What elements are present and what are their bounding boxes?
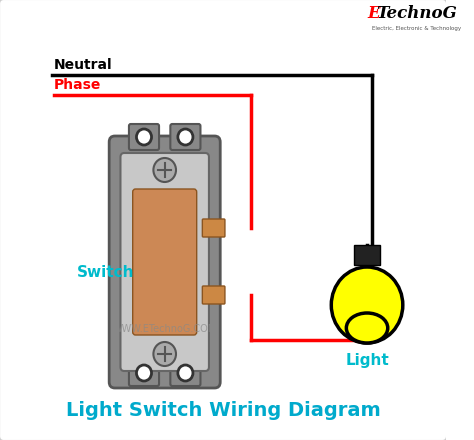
FancyBboxPatch shape [120,153,209,371]
Circle shape [154,158,176,182]
FancyBboxPatch shape [202,219,225,237]
Circle shape [137,129,152,145]
Text: Electric, Electronic & Technology: Electric, Electronic & Technology [372,26,461,31]
Text: Switch: Switch [77,265,135,280]
FancyBboxPatch shape [129,124,159,150]
FancyBboxPatch shape [0,0,447,440]
Circle shape [178,365,193,381]
FancyBboxPatch shape [202,286,225,304]
Bar [354,245,380,265]
Ellipse shape [346,313,388,343]
Text: Neutral: Neutral [54,58,112,72]
FancyBboxPatch shape [170,124,201,150]
Text: Phase: Phase [54,78,101,92]
Circle shape [154,342,176,366]
FancyBboxPatch shape [109,136,220,388]
Text: E: E [367,5,380,22]
FancyBboxPatch shape [129,360,159,386]
Text: Light Switch Wiring Diagram: Light Switch Wiring Diagram [66,401,381,420]
FancyBboxPatch shape [170,360,201,386]
Circle shape [178,129,193,145]
Text: Light: Light [345,353,389,368]
Text: WWW.ETechnoG.COM: WWW.ETechnoG.COM [112,324,217,334]
Circle shape [137,365,152,381]
Circle shape [331,267,403,343]
FancyBboxPatch shape [133,189,197,335]
Text: TechnoG: TechnoG [376,5,457,22]
